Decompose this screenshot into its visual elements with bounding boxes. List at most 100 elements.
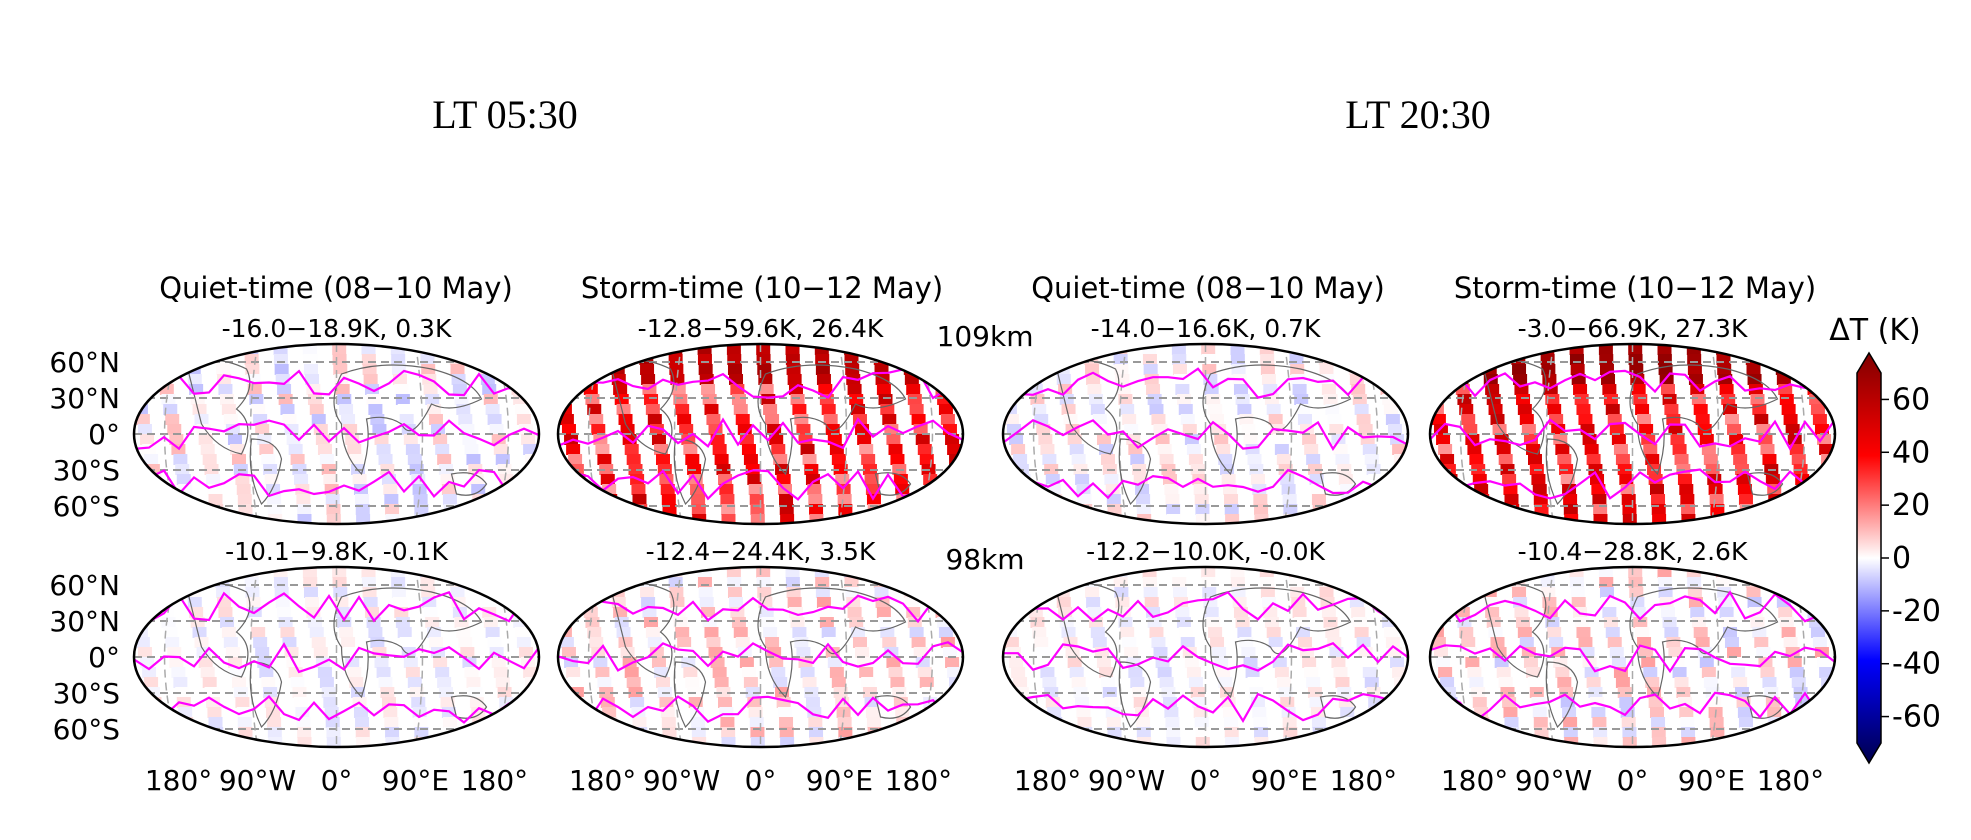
data-cell bbox=[1210, 637, 1225, 648]
data-cell bbox=[1797, 717, 1812, 728]
data-cell bbox=[1430, 597, 1440, 608]
data-cell bbox=[134, 374, 144, 385]
data-cell bbox=[1438, 444, 1453, 455]
data-cell bbox=[1672, 667, 1687, 678]
data-cell bbox=[926, 737, 941, 747]
data-cell bbox=[306, 384, 321, 395]
data-cell bbox=[189, 384, 204, 395]
data-cell bbox=[1176, 394, 1191, 405]
data-cell bbox=[1382, 394, 1397, 405]
data-cell bbox=[163, 627, 178, 638]
data-cell bbox=[1222, 707, 1237, 718]
data-cell bbox=[730, 384, 745, 395]
data-cell bbox=[954, 494, 963, 505]
data-cell bbox=[1180, 637, 1195, 648]
data-cell bbox=[1643, 667, 1658, 678]
data-cell bbox=[785, 567, 800, 578]
data-cell bbox=[394, 607, 409, 618]
data-cell bbox=[1186, 444, 1201, 455]
data-cell bbox=[508, 567, 523, 578]
data-cell bbox=[1340, 707, 1355, 718]
data-cell bbox=[559, 414, 574, 425]
contour-line bbox=[1003, 591, 1408, 623]
data-cell bbox=[198, 434, 213, 445]
data-cell bbox=[366, 617, 381, 628]
data-cell bbox=[581, 587, 596, 598]
data-cell bbox=[573, 717, 588, 728]
data-cell bbox=[955, 514, 963, 524]
data-cell bbox=[873, 344, 888, 355]
data-cell bbox=[1651, 504, 1666, 515]
colorbar-tick-label: 60 bbox=[1892, 382, 1930, 417]
data-cell bbox=[384, 717, 399, 728]
data-cell bbox=[403, 434, 418, 445]
data-cell bbox=[372, 424, 387, 435]
data-cell bbox=[1092, 637, 1107, 648]
data-cell bbox=[1224, 727, 1239, 738]
data-cell bbox=[1776, 597, 1791, 608]
data-cell bbox=[159, 384, 174, 395]
data-cell bbox=[566, 667, 581, 678]
data-cell bbox=[953, 707, 963, 718]
data-cell bbox=[521, 434, 536, 445]
data-cell bbox=[829, 667, 844, 678]
data-cell bbox=[297, 727, 312, 738]
coastline bbox=[1054, 359, 1120, 455]
data-cell bbox=[230, 444, 245, 455]
data-cell bbox=[148, 707, 163, 718]
data-cell bbox=[1206, 617, 1221, 628]
data-cell bbox=[485, 404, 500, 415]
data-cell bbox=[1555, 667, 1570, 678]
data-cell bbox=[626, 677, 641, 688]
data-cell bbox=[189, 607, 204, 618]
data-cell bbox=[1261, 374, 1276, 385]
data-cell bbox=[1609, 647, 1624, 658]
data-cell bbox=[1430, 607, 1441, 618]
data-cell bbox=[1130, 454, 1145, 465]
data-cell bbox=[420, 354, 435, 365]
data-cell bbox=[134, 587, 143, 598]
data-cell bbox=[603, 504, 618, 515]
data-cell bbox=[1047, 484, 1062, 495]
data-cell bbox=[1430, 587, 1439, 598]
data-cell bbox=[1648, 697, 1663, 708]
data-cell bbox=[1319, 587, 1334, 598]
data-cell bbox=[1036, 424, 1051, 435]
data-cell bbox=[1126, 657, 1141, 668]
data-cell bbox=[1569, 354, 1584, 365]
data-cell bbox=[1486, 617, 1501, 628]
data-cell bbox=[1768, 727, 1783, 738]
data-cell bbox=[1212, 647, 1227, 658]
data-cell bbox=[1570, 587, 1585, 598]
data-cell bbox=[761, 617, 776, 628]
longitude-gridline bbox=[1710, 567, 1720, 747]
data-cell bbox=[1395, 464, 1408, 475]
data-cell bbox=[1563, 727, 1578, 738]
data-cell bbox=[1149, 627, 1164, 638]
data-cell bbox=[1512, 364, 1527, 375]
data-cell bbox=[1260, 364, 1275, 375]
data-cell bbox=[1438, 667, 1453, 678]
data-cell bbox=[1159, 454, 1174, 465]
data-cell bbox=[940, 414, 955, 425]
lon-tick: 90°W bbox=[1088, 764, 1165, 797]
data-cell bbox=[1201, 567, 1216, 578]
data-cell bbox=[1094, 647, 1109, 658]
data-cell bbox=[1045, 474, 1060, 485]
data-cell bbox=[1377, 344, 1392, 355]
data-cell bbox=[814, 344, 829, 355]
data-cell bbox=[805, 474, 820, 485]
data-cell bbox=[531, 514, 539, 524]
data-cell bbox=[786, 587, 801, 598]
data-cell bbox=[489, 424, 504, 435]
data-cell bbox=[1474, 484, 1489, 495]
data-cell bbox=[1253, 717, 1268, 728]
data-cell bbox=[933, 587, 948, 598]
data-cell bbox=[558, 384, 569, 395]
data-cell bbox=[1172, 587, 1187, 598]
data-cell bbox=[214, 567, 229, 578]
data-cell bbox=[264, 697, 279, 708]
data-cell bbox=[1114, 587, 1129, 598]
data-cell bbox=[1496, 444, 1511, 455]
data-cell bbox=[1018, 717, 1033, 728]
